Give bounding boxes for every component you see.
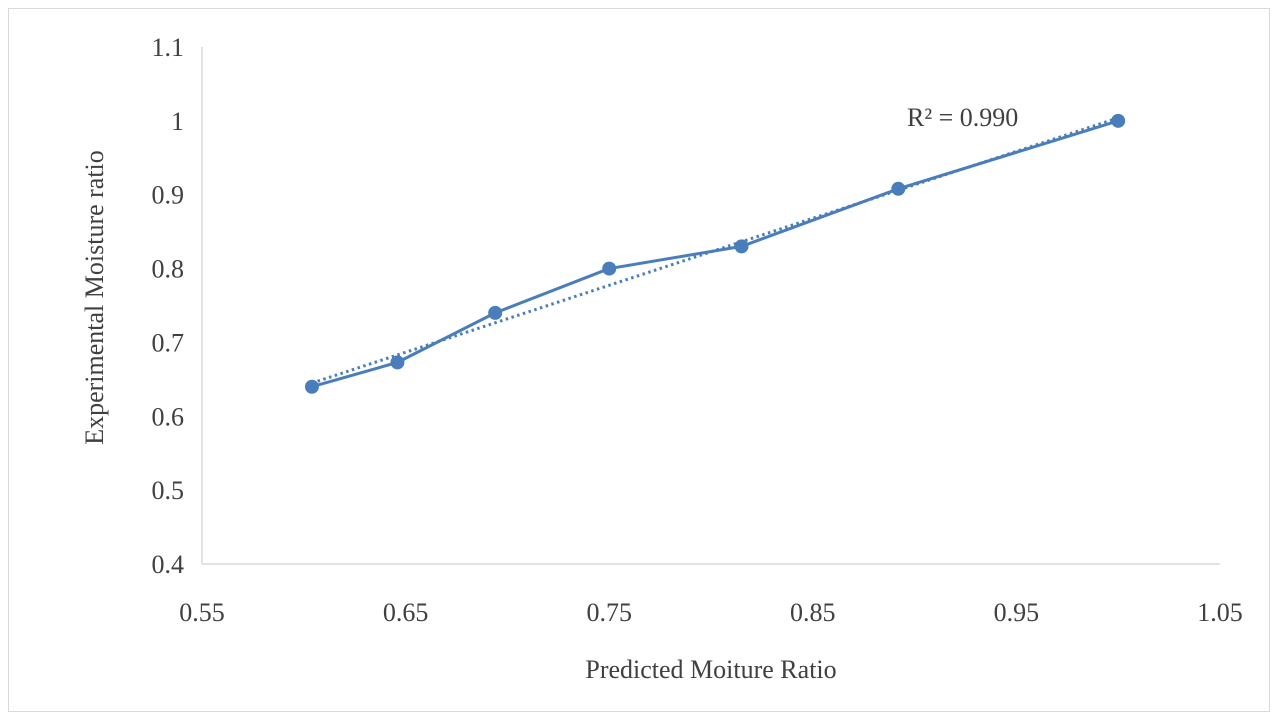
r-squared-annotation: R² = 0.990 — [907, 103, 1018, 132]
data-point — [1111, 113, 1126, 128]
y-tick-label: 0.8 — [152, 255, 185, 284]
x-axis-title: Predicted Moiture Ratio — [585, 655, 836, 684]
data-point — [390, 355, 405, 370]
data-point — [891, 181, 906, 196]
y-tick-label: 0.7 — [152, 328, 185, 357]
y-tick-label: 0.6 — [152, 402, 185, 431]
series-layer — [304, 113, 1126, 394]
data-point — [602, 261, 617, 276]
y-tick-label: 1.1 — [152, 33, 185, 62]
chart-frame — [8, 8, 1270, 712]
y-tick-label: 0.4 — [152, 550, 185, 579]
series-line — [311, 119, 1119, 389]
y-tick-labels: 0.4 0.5 0.6 0.7 0.8 0.9 1 1.1 — [152, 33, 185, 579]
x-tick-labels: 0.55 0.65 0.75 0.85 0.95 1.05 — [179, 598, 1243, 627]
x-tick-label: 0.95 — [994, 598, 1040, 627]
chart-axes — [201, 47, 1220, 565]
y-axis-title: Experimental Moisture ratio — [80, 150, 109, 445]
data-point — [304, 379, 319, 394]
x-tick-label: 0.65 — [383, 598, 429, 627]
y-tick-label: 0.9 — [152, 181, 185, 210]
x-tick-label: 0.55 — [179, 598, 225, 627]
x-tick-label: 0.85 — [790, 598, 836, 627]
x-tick-label: 1.05 — [1197, 598, 1243, 627]
y-tick-label: 1 — [171, 107, 184, 136]
data-point — [734, 239, 749, 254]
x-tick-label: 0.75 — [586, 598, 632, 627]
data-point — [488, 305, 503, 320]
y-tick-label: 0.5 — [152, 476, 185, 505]
